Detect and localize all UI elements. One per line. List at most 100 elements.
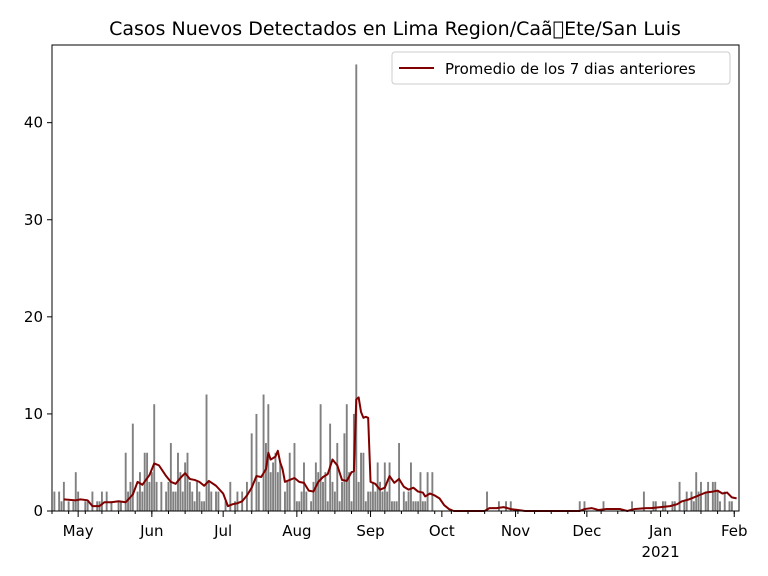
average-line bbox=[63, 396, 737, 512]
bar bbox=[269, 472, 272, 511]
bar bbox=[279, 462, 282, 511]
bar bbox=[417, 501, 420, 511]
bar bbox=[343, 433, 346, 511]
bar bbox=[486, 491, 488, 511]
bar bbox=[426, 472, 429, 511]
bar bbox=[333, 491, 336, 511]
bar bbox=[631, 501, 633, 511]
bar-series bbox=[53, 64, 733, 512]
x-axis: May Jun Jul Aug Sep Oct Nov Dec Jan 2021 Feb bbox=[51, 511, 748, 561]
bar bbox=[141, 491, 144, 511]
x-tick-label: Jul bbox=[213, 522, 232, 540]
bar bbox=[184, 462, 187, 511]
bar bbox=[728, 501, 731, 511]
bar bbox=[509, 501, 512, 511]
bar bbox=[174, 491, 177, 511]
bar bbox=[357, 481, 360, 512]
bar bbox=[700, 481, 702, 512]
bar bbox=[707, 481, 710, 512]
y-tick-label: 0 bbox=[33, 502, 43, 520]
bar bbox=[654, 501, 657, 511]
plot-frame bbox=[51, 44, 740, 512]
bar bbox=[136, 491, 139, 511]
bar bbox=[119, 501, 122, 511]
bar bbox=[719, 501, 721, 511]
bar bbox=[179, 472, 182, 511]
bar bbox=[402, 491, 405, 511]
bar bbox=[398, 443, 401, 511]
bar bbox=[379, 481, 381, 512]
bar bbox=[255, 413, 258, 511]
x-tick-year-label: 2021 bbox=[641, 543, 679, 561]
bar bbox=[217, 491, 220, 511]
bar bbox=[207, 481, 210, 512]
x-tick-label: Dec bbox=[572, 522, 601, 540]
bar bbox=[193, 501, 196, 511]
bar bbox=[317, 472, 320, 511]
bar bbox=[186, 452, 189, 511]
bar bbox=[67, 501, 70, 511]
bar bbox=[386, 491, 389, 511]
bar bbox=[74, 472, 77, 511]
bar bbox=[139, 472, 141, 511]
bar bbox=[300, 491, 303, 511]
bar bbox=[160, 481, 163, 512]
bar bbox=[288, 452, 291, 511]
bar bbox=[100, 491, 103, 511]
legend-label: Promedio de los 7 dias anteriores bbox=[445, 60, 696, 78]
legend: Promedio de los 7 dias anteriores bbox=[391, 51, 731, 85]
bar bbox=[91, 491, 94, 511]
bar bbox=[505, 501, 507, 511]
bar bbox=[127, 491, 130, 511]
bar bbox=[371, 481, 374, 512]
bar bbox=[695, 472, 698, 511]
bar bbox=[312, 481, 315, 512]
y-axis: 0 10 20 30 40 bbox=[24, 114, 52, 520]
bar bbox=[431, 472, 434, 511]
bar bbox=[181, 491, 184, 511]
bar bbox=[205, 394, 208, 511]
bar bbox=[692, 501, 695, 511]
bar bbox=[148, 481, 151, 512]
legend-box bbox=[391, 51, 731, 85]
bar bbox=[165, 491, 168, 511]
bar bbox=[704, 491, 707, 511]
bar bbox=[131, 423, 134, 512]
bar bbox=[117, 501, 120, 511]
bar bbox=[355, 64, 358, 512]
bar bbox=[716, 491, 719, 511]
bar bbox=[412, 501, 415, 511]
bar bbox=[326, 501, 329, 511]
bar bbox=[284, 491, 286, 511]
bar bbox=[324, 472, 327, 511]
x-tick-label: May bbox=[63, 522, 94, 540]
bar bbox=[250, 433, 253, 511]
bar bbox=[62, 481, 65, 512]
bar bbox=[153, 404, 156, 511]
bar bbox=[583, 501, 586, 511]
bar bbox=[388, 462, 391, 511]
bar bbox=[236, 491, 239, 511]
bar bbox=[310, 501, 313, 511]
bar bbox=[390, 501, 393, 511]
bar bbox=[72, 501, 75, 511]
bar bbox=[341, 481, 343, 512]
bar bbox=[374, 491, 377, 511]
bar bbox=[678, 481, 681, 512]
y-tick-label: 30 bbox=[24, 211, 43, 229]
bar bbox=[673, 501, 676, 511]
bar bbox=[58, 491, 61, 511]
x-tick-label: Oct bbox=[429, 522, 455, 540]
x-tick-label: Aug bbox=[282, 522, 311, 540]
bar bbox=[150, 472, 153, 511]
bar bbox=[714, 481, 717, 512]
bar bbox=[331, 481, 334, 512]
bar bbox=[697, 491, 700, 511]
bar bbox=[497, 501, 500, 511]
bar bbox=[86, 501, 89, 511]
bar bbox=[276, 472, 279, 511]
bar bbox=[424, 501, 427, 511]
bar bbox=[272, 462, 275, 511]
bar bbox=[295, 501, 298, 511]
